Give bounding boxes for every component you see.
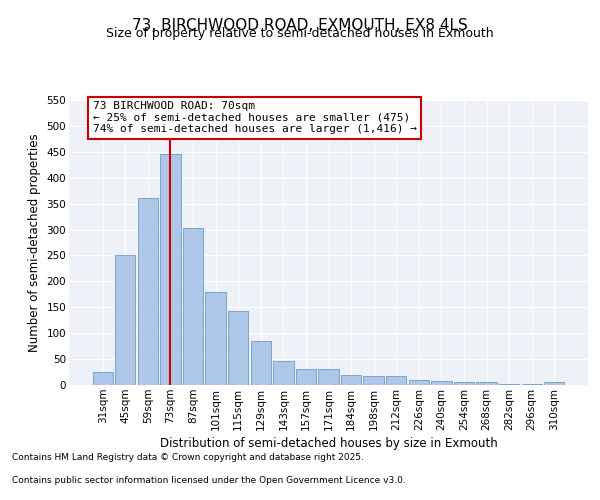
Bar: [521, 384, 542, 385]
Bar: [431, 381, 452, 385]
Bar: [454, 382, 474, 385]
X-axis label: Distribution of semi-detached houses by size in Exmouth: Distribution of semi-detached houses by …: [160, 437, 497, 450]
Bar: [183, 228, 203, 385]
Bar: [544, 382, 565, 385]
Y-axis label: Number of semi-detached properties: Number of semi-detached properties: [28, 133, 41, 352]
Bar: [92, 372, 113, 385]
Bar: [251, 341, 271, 385]
Bar: [115, 256, 136, 385]
Bar: [499, 384, 519, 385]
Bar: [296, 370, 316, 385]
Text: 73, BIRCHWOOD ROAD, EXMOUTH, EX8 4LS: 73, BIRCHWOOD ROAD, EXMOUTH, EX8 4LS: [132, 18, 468, 32]
Bar: [205, 292, 226, 385]
Bar: [319, 370, 338, 385]
Bar: [409, 380, 429, 385]
Bar: [228, 311, 248, 385]
Bar: [341, 374, 361, 385]
Bar: [273, 360, 293, 385]
Text: Contains public sector information licensed under the Open Government Licence v3: Contains public sector information licen…: [12, 476, 406, 485]
Bar: [386, 376, 406, 385]
Bar: [160, 154, 181, 385]
Text: 73 BIRCHWOOD ROAD: 70sqm
← 25% of semi-detached houses are smaller (475)
74% of : 73 BIRCHWOOD ROAD: 70sqm ← 25% of semi-d…: [92, 101, 416, 134]
Bar: [476, 382, 497, 385]
Text: Contains HM Land Registry data © Crown copyright and database right 2025.: Contains HM Land Registry data © Crown c…: [12, 454, 364, 462]
Bar: [138, 198, 158, 385]
Text: Size of property relative to semi-detached houses in Exmouth: Size of property relative to semi-detach…: [106, 28, 494, 40]
Bar: [364, 376, 384, 385]
